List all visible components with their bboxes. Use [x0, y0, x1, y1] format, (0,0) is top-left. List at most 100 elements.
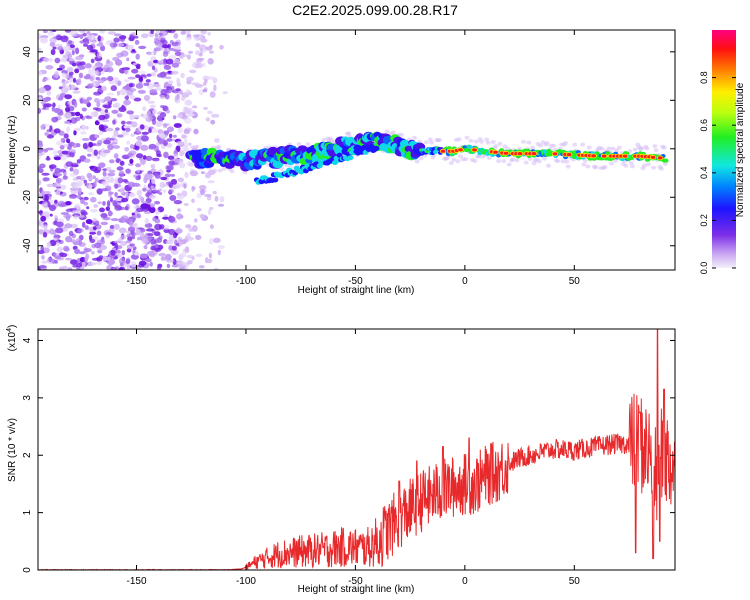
noise-speckle	[165, 181, 172, 185]
noise-speckle	[156, 30, 160, 35]
noise-speckle	[102, 170, 107, 177]
noise-speckle	[117, 177, 124, 184]
noise-speckle	[195, 43, 201, 48]
noise-speckle	[154, 41, 163, 47]
branch-mark	[347, 155, 354, 161]
noise-speckle	[173, 123, 182, 128]
noise-speckle	[113, 201, 121, 206]
noise-speckle	[66, 138, 71, 144]
noise-speckle	[162, 51, 169, 57]
noise-speckle	[53, 73, 58, 78]
noise-speckle	[41, 255, 45, 260]
noise-speckle	[167, 80, 174, 85]
noise-speckle	[110, 266, 117, 270]
ridge-halo	[497, 141, 503, 146]
noise-speckle	[165, 76, 172, 80]
noise-speckle	[62, 175, 68, 180]
noise-speckle	[64, 112, 72, 119]
noise-speckle	[93, 149, 99, 156]
noise-speckle	[41, 201, 49, 208]
noise-speckle	[145, 79, 151, 83]
ridge-halo	[613, 158, 618, 163]
noise-speckle	[214, 138, 220, 143]
noise-speckle	[176, 242, 180, 247]
noise-speckle	[138, 45, 147, 50]
noise-speckle	[178, 263, 186, 268]
noise-speckle	[76, 159, 82, 164]
ridge-halo	[564, 159, 570, 164]
noise-speckle	[127, 226, 136, 233]
noise-speckle	[60, 87, 69, 94]
noise-speckle	[140, 135, 149, 142]
ridge-halo	[609, 161, 614, 166]
ridge-halo	[418, 156, 424, 161]
noise-speckle	[186, 33, 192, 38]
ridge-halo	[493, 144, 499, 149]
noise-speckle	[192, 34, 200, 38]
noise-speckle	[68, 230, 74, 237]
ridge-halo	[212, 168, 218, 173]
noise-speckle	[51, 116, 59, 123]
noise-speckle	[58, 153, 63, 158]
noise-speckle	[125, 203, 130, 211]
noise-speckle	[129, 144, 134, 149]
noise-speckle	[112, 145, 121, 149]
noise-speckle	[92, 82, 97, 87]
noise-speckle	[152, 84, 161, 88]
noise-speckle	[140, 158, 146, 166]
noise-speckle	[113, 33, 122, 37]
noise-speckle	[158, 252, 166, 257]
noise-speckle	[138, 76, 144, 82]
noise-speckle	[109, 197, 113, 202]
noise-speckle	[38, 266, 41, 270]
noise-speckle	[72, 77, 77, 83]
ridge-halo	[429, 140, 435, 145]
noise-speckle	[150, 128, 158, 133]
ridge-halo	[630, 164, 635, 169]
noise-speckle	[59, 168, 67, 173]
noise-speckle	[38, 87, 46, 94]
ridge-halo	[544, 141, 550, 146]
noise-speckle	[74, 127, 81, 132]
branch-mark	[258, 179, 265, 185]
noise-speckle	[162, 184, 169, 187]
x-tick-label: -50	[348, 576, 363, 587]
noise-speckle	[135, 74, 141, 78]
ridge-halo	[490, 139, 496, 144]
noise-speckle	[157, 263, 163, 268]
noise-speckle	[132, 62, 137, 66]
noise-speckle	[133, 97, 142, 102]
noise-speckle	[150, 72, 157, 77]
ridge-halo	[542, 156, 547, 161]
noise-speckle	[125, 240, 132, 244]
noise-speckle	[110, 176, 114, 184]
noise-speckle	[119, 234, 127, 240]
noise-speckle	[163, 123, 168, 128]
ridge-halo	[632, 147, 638, 152]
noise-speckle	[171, 245, 177, 251]
noise-speckle	[43, 57, 50, 63]
noise-speckle	[86, 44, 94, 51]
noise-speckle	[106, 67, 114, 73]
noise-speckle	[180, 215, 184, 219]
peak-mark	[650, 155, 656, 159]
noise-speckle	[38, 166, 43, 173]
noise-speckle	[114, 191, 118, 198]
noise-speckle	[130, 121, 138, 128]
noise-speckle	[136, 65, 141, 70]
peak-mark	[472, 148, 477, 152]
noise-speckle	[44, 195, 49, 201]
noise-speckle	[79, 61, 86, 66]
noise-speckle	[114, 204, 122, 211]
noise-speckle	[79, 113, 84, 120]
noise-speckle	[90, 58, 95, 64]
noise-speckle	[185, 30, 191, 34]
noise-speckle	[126, 110, 134, 115]
ridge-mark	[496, 153, 502, 158]
noise-speckle	[38, 47, 42, 51]
noise-speckle	[165, 253, 172, 261]
noise-speckle	[96, 155, 101, 160]
noise-speckle	[54, 199, 58, 205]
noise-speckle	[69, 195, 78, 199]
noise-speckle	[187, 113, 195, 117]
